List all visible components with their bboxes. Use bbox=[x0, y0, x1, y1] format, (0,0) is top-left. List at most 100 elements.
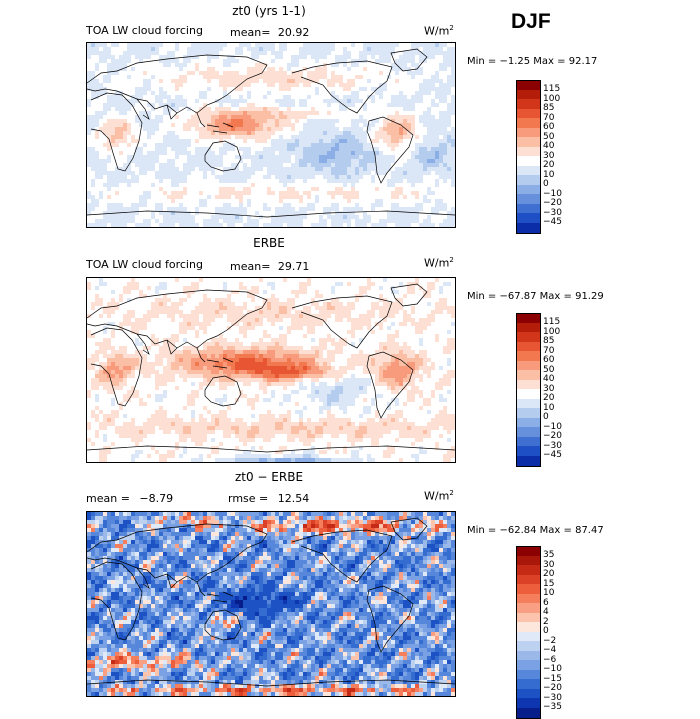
map-cell bbox=[139, 51, 143, 55]
map-cell bbox=[355, 123, 359, 127]
map-cell bbox=[383, 47, 387, 51]
map-cell bbox=[187, 63, 191, 67]
map-cell bbox=[215, 119, 219, 123]
map-cell bbox=[451, 107, 455, 111]
map-cell bbox=[115, 171, 119, 175]
map-cell bbox=[291, 79, 295, 83]
map-cell bbox=[139, 290, 143, 294]
map-cell bbox=[347, 131, 351, 135]
map-cell bbox=[343, 302, 347, 306]
map-cell bbox=[187, 282, 191, 286]
map-cell bbox=[179, 219, 183, 223]
map-cell bbox=[371, 115, 375, 119]
map-cell bbox=[339, 163, 343, 167]
map-cell bbox=[187, 51, 191, 55]
map-cell bbox=[271, 79, 275, 83]
map-cell bbox=[227, 83, 231, 87]
map-cell bbox=[355, 127, 359, 131]
map-cell bbox=[135, 47, 139, 51]
map-cell bbox=[251, 219, 255, 223]
map-cell bbox=[135, 223, 139, 227]
map-cell bbox=[367, 115, 371, 119]
map-cell bbox=[411, 211, 415, 215]
map-cell bbox=[263, 195, 267, 199]
map-cell bbox=[367, 278, 371, 282]
map-cell bbox=[255, 143, 259, 147]
map-cell bbox=[339, 155, 343, 159]
map-cell bbox=[347, 171, 351, 175]
map-cell bbox=[379, 207, 383, 211]
map-cell bbox=[439, 51, 443, 55]
panel-2-unit-base: W/m bbox=[424, 257, 449, 270]
map-cell bbox=[251, 143, 255, 147]
map-cell bbox=[287, 91, 291, 95]
map-cell bbox=[175, 103, 179, 107]
map-cell bbox=[287, 99, 291, 103]
map-cell bbox=[331, 103, 335, 107]
map-cell bbox=[147, 195, 151, 199]
map-cell bbox=[243, 282, 247, 286]
map-cell bbox=[339, 203, 343, 207]
map-cell bbox=[167, 147, 171, 151]
map-cell bbox=[87, 143, 91, 147]
map-cell bbox=[191, 151, 195, 155]
map-cell bbox=[91, 175, 95, 179]
map-cell bbox=[123, 179, 127, 183]
map-cell bbox=[187, 294, 191, 298]
map-cell bbox=[119, 87, 123, 91]
map-cell bbox=[107, 107, 111, 111]
map-cell bbox=[331, 99, 335, 103]
map-cell bbox=[211, 155, 215, 159]
map-cell bbox=[127, 99, 131, 103]
map-cell bbox=[263, 290, 267, 294]
map-cell bbox=[323, 71, 327, 75]
map-cell bbox=[119, 107, 123, 111]
map-cell bbox=[299, 151, 303, 155]
map-cell bbox=[231, 290, 235, 294]
map-cell bbox=[347, 191, 351, 195]
map-cell bbox=[435, 163, 439, 167]
map-cell bbox=[95, 103, 99, 107]
map-cell bbox=[299, 219, 303, 223]
map-cell bbox=[95, 163, 99, 167]
map-cell bbox=[311, 47, 315, 51]
map-cell bbox=[335, 67, 339, 71]
map-cell bbox=[147, 159, 151, 163]
map-cell bbox=[427, 83, 431, 87]
map-cell bbox=[171, 286, 175, 290]
map-cell bbox=[287, 71, 291, 75]
map-cell bbox=[415, 107, 419, 111]
map-cell bbox=[351, 63, 355, 67]
map-cell bbox=[427, 223, 431, 227]
map-cell bbox=[279, 115, 283, 119]
map-cell bbox=[287, 127, 291, 131]
map-cell bbox=[335, 75, 339, 79]
map-cell bbox=[291, 179, 295, 183]
map-cell bbox=[407, 115, 411, 119]
map-cell bbox=[279, 195, 283, 199]
map-cell bbox=[275, 83, 279, 87]
map-cell bbox=[415, 167, 419, 171]
map-cell bbox=[251, 199, 255, 203]
map-cell bbox=[375, 282, 379, 286]
map-cell bbox=[99, 103, 103, 107]
map-cell bbox=[155, 91, 159, 95]
map-cell bbox=[263, 167, 267, 171]
map-cell bbox=[367, 286, 371, 290]
map-cell bbox=[315, 278, 319, 282]
map-cell bbox=[447, 147, 451, 151]
map-cell bbox=[211, 83, 215, 87]
map-cell bbox=[327, 55, 331, 59]
map-cell bbox=[291, 167, 295, 171]
map-cell bbox=[443, 179, 447, 183]
map-cell bbox=[91, 278, 95, 282]
map-cell bbox=[287, 294, 291, 298]
map-cell bbox=[443, 91, 447, 95]
map-cell bbox=[227, 179, 231, 183]
map-cell bbox=[355, 119, 359, 123]
map-cell bbox=[255, 195, 259, 199]
map-cell bbox=[151, 63, 155, 67]
map-cell bbox=[131, 123, 135, 127]
map-cell bbox=[219, 107, 223, 111]
map-cell bbox=[355, 175, 359, 179]
